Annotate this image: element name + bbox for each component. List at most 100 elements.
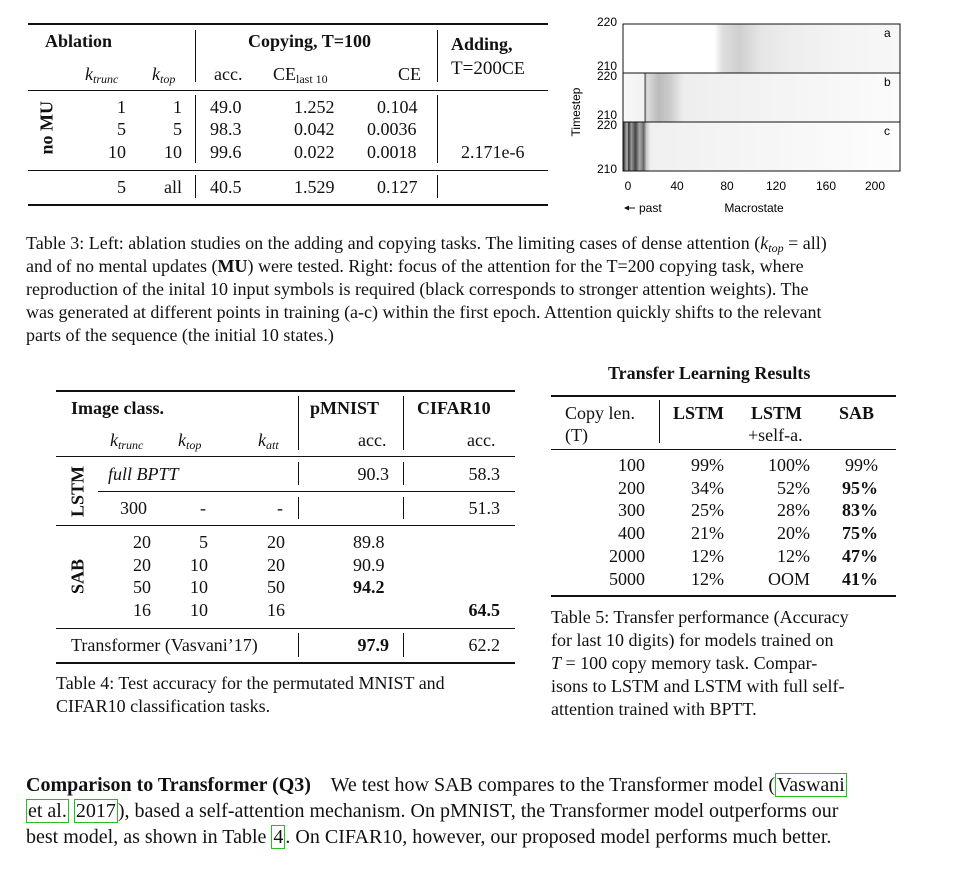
t3-header-acc: acc. [214,64,243,84]
t4-cell: 51.3 [468,498,501,518]
t3-cell: 5 [173,119,182,139]
t3-header-ce-last: CElast 10 [273,64,328,86]
t5-cell: 300 [618,500,645,520]
t4-header-ktrunc: ktrunc [110,430,144,452]
t3-header-ktrunc: ktrunc [85,64,119,86]
paragraph-text: We test how SAB compares to the Transfor… [330,774,776,796]
paragraph-text: ), based a self-attention mechanism. On … [117,800,839,822]
t5-cell: 52% [777,478,810,498]
t5-cell-best: 83% [842,500,878,520]
t4-cell: 58.3 [468,464,501,484]
t5-header-copylen: Copy len. [565,403,635,423]
t5-cell: 100% [768,455,810,475]
paragraph-heading: Comparison to Transformer (Q3) [26,774,311,796]
t5-cell-best: 95% [842,478,878,498]
table-ref-link[interactable]: 4 [271,825,286,849]
attention-figure: a b c 220 210 220 210 220 210 Timestep 0… [560,8,950,223]
t4-cell-best: 94.2 [353,577,385,597]
y-tick: 220 [597,15,617,29]
t5-header-lstm-self-2: +self-a. [748,425,803,445]
t3-header-adding: Adding, [451,34,513,54]
t3-cell: 49.0 [210,97,242,117]
attention-heatmap: a b c 220 210 220 210 220 210 Timestep 0… [569,15,901,215]
t4-cell: 10 [190,600,208,620]
t3-cell: 0.022 [294,142,335,162]
t4-cell: 90.9 [353,555,385,575]
t3-cell: 1.252 [294,97,335,117]
t5-cell: 28% [777,500,810,520]
t3-cell: 98.3 [210,119,242,139]
y-tick: 210 [597,162,617,176]
t3-cell: 0.0018 [367,142,417,162]
panel-letter-b: b [884,75,891,89]
t5-cell: 25% [691,500,724,520]
t5-cell: 12% [777,546,810,566]
t3-cell: 5 [117,119,126,139]
t5-cell: 400 [618,523,645,543]
t5-cell-best: 41% [842,569,878,589]
t5-header-lstm-self: LSTM [751,403,803,423]
citation-link-etal[interactable]: et al. [26,799,69,823]
t4-cell: 20 [133,555,151,575]
t4-cell: 20 [267,532,285,552]
citation-link-year[interactable]: 2017 [73,799,118,823]
t3-cell: 0.0036 [367,119,417,139]
t4-header-image-class: Image class. [71,398,164,418]
t4-cell: 20 [133,532,151,552]
t3-cell: 5 [117,177,126,197]
t4-cell: 50 [267,577,285,597]
t5-header-lstm: LSTM [673,403,725,423]
t4-cell-best: 64.5 [468,600,501,620]
t5-cell: 12% [691,569,724,589]
t4-cell: 10 [190,555,208,575]
t4-cell: 5 [199,532,208,552]
t4-header-katt: katt [258,430,279,452]
panel-letter-c: c [884,124,890,138]
t4-header-pmnist: pMNIST [310,398,380,418]
t5-cell: 34% [691,478,724,498]
t4-sab-label: SAB [67,559,88,595]
y-axis-label: Timestep [569,87,583,136]
x-tick: 160 [816,179,836,193]
t4-cell: - [200,498,206,518]
t4-cell: 16 [267,600,285,620]
t4-cell: 90.3 [357,464,390,484]
t3-cell: 0.042 [294,119,335,139]
x-axis-label: Macrostate [724,201,784,215]
t5-cell: 5000 [609,569,645,589]
panel-c [622,121,901,172]
t3-cell: 40.5 [210,177,242,197]
x-ticks: 0 40 80 120 160 200 [625,179,886,193]
x-tick: 200 [865,179,885,193]
t4-lstm-label: LSTM [67,466,88,518]
table4-caption: Table 4: Test accuracy for the permutate… [56,673,445,716]
t4-header-acc: acc. [467,430,496,450]
t5-title: Transfer Learning Results [608,363,811,383]
t3-cell: 1 [173,97,182,117]
x-tick: 0 [625,179,632,193]
t3-group-label: no MU [36,101,57,155]
citation-link-vaswani[interactable]: Vaswani [775,773,847,797]
t5-cell: 2000 [609,546,645,566]
paragraph-text: best model, as shown in Table [26,826,272,848]
t4-header-ktop: ktop [178,430,202,452]
t3-cell: 0.127 [377,177,418,197]
t3-cell: 0.104 [377,97,418,117]
t3-header-adding-ce: T=200CE [451,58,525,79]
t3-cell: all [164,177,182,197]
t3-header-copying: Copying, T=100 [248,31,371,51]
y-tick: 210 [597,108,617,122]
t5-cell-best: 75% [842,523,878,543]
past-label: past [639,201,662,215]
table5-caption: Table 5: Transfer performance (Accuracy … [551,607,849,719]
t5-cell: 20% [777,523,810,543]
x-tick: 40 [670,179,684,193]
t5-cell: 12% [691,546,724,566]
t4-cell: - [277,498,283,518]
x-tick: 120 [766,179,786,193]
t3-cell: 1.529 [294,177,335,197]
t3-cell: 10 [164,142,182,162]
t4-cell: 16 [133,600,151,620]
t5-cell: 200 [618,478,645,498]
t5-cell: 21% [691,523,724,543]
